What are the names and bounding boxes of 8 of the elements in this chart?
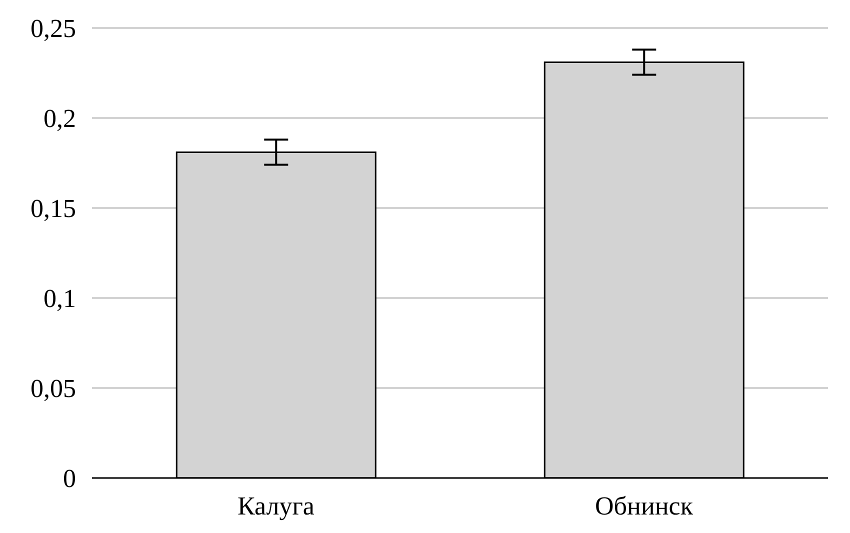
y-tick-label: 0,1 xyxy=(44,284,76,314)
x-tick-label: Калуга xyxy=(238,491,315,520)
y-tick-label: 0,15 xyxy=(30,194,76,224)
y-tick-label: 0,2 xyxy=(44,104,76,134)
x-tick-label: Обнинск xyxy=(595,491,694,520)
y-tick-label: 0,25 xyxy=(30,14,76,44)
y-tick-label: 0 xyxy=(63,464,76,494)
y-tick-label: 0,05 xyxy=(30,374,76,404)
